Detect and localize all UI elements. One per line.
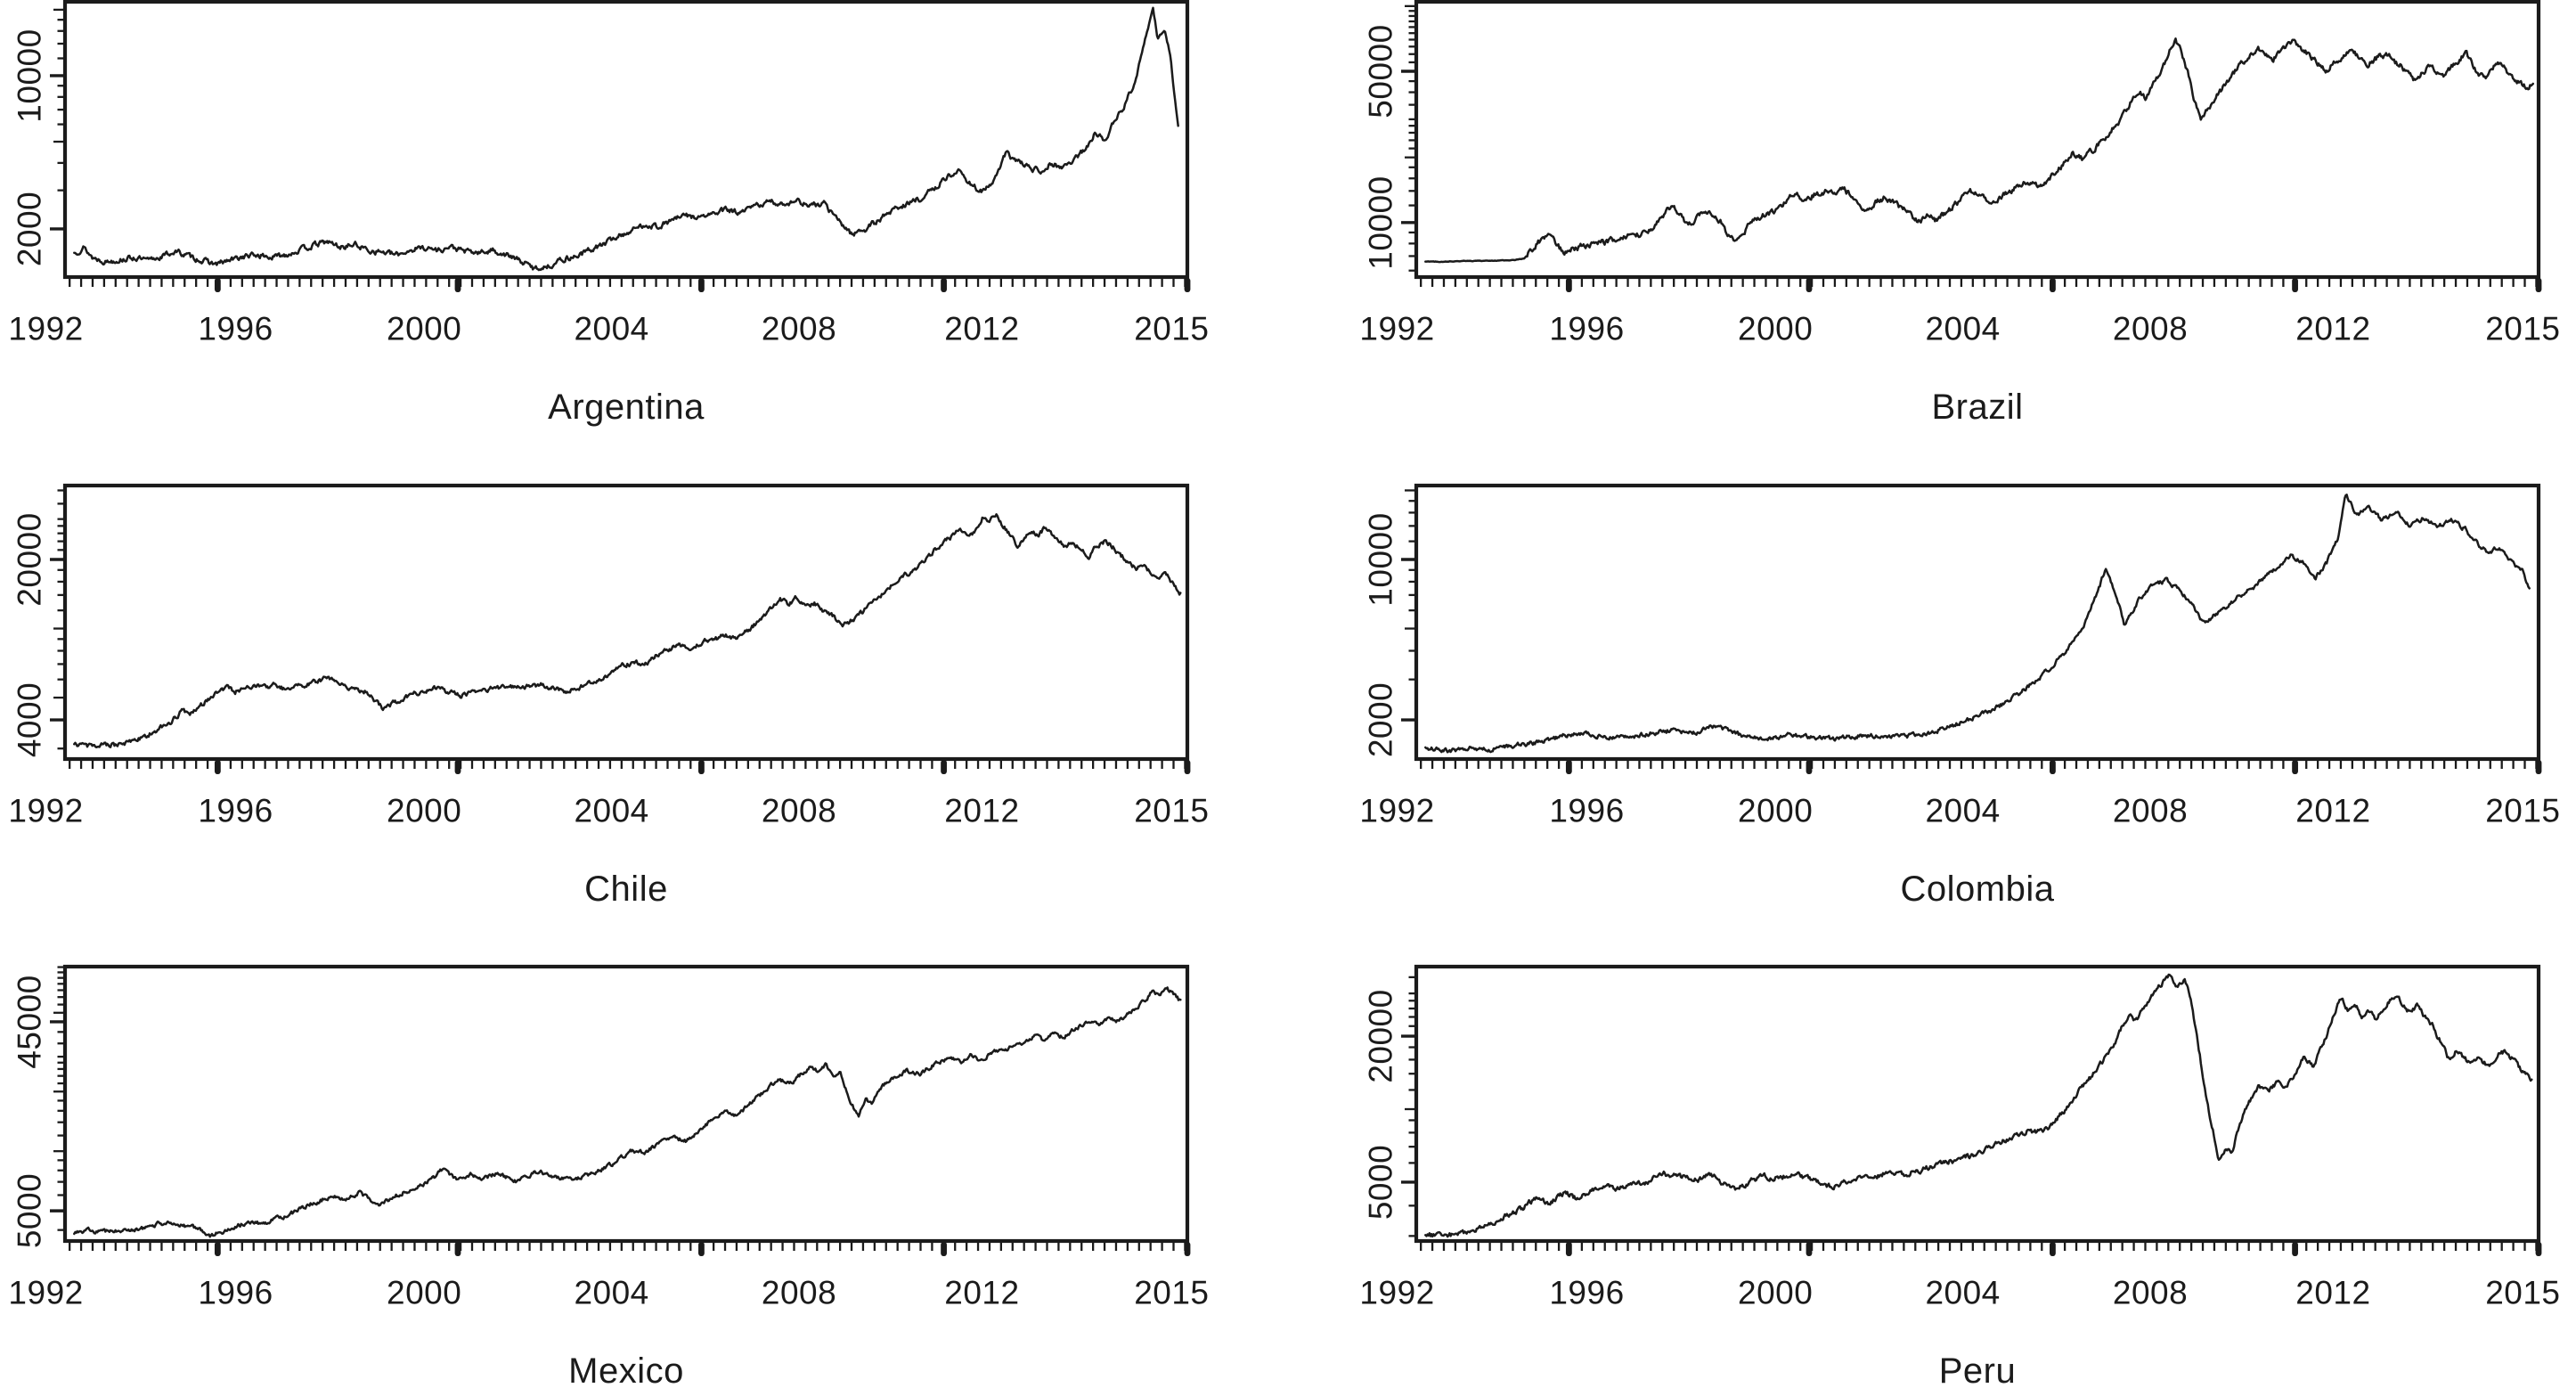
x-axis-tick-label: 2012 <box>2295 1274 2371 1311</box>
x-axis-tick-label: 1996 <box>1549 1274 1625 1311</box>
x-axis-tick-label: 2008 <box>761 792 837 829</box>
x-axis-tick-label: 1992 <box>8 1274 84 1311</box>
chart-title: Colombia <box>1900 870 2055 909</box>
x-axis-tick-label: 2015 <box>2485 792 2561 829</box>
x-axis-tick-label: 2000 <box>387 1274 462 1311</box>
x-axis-tick-label: 2015 <box>2485 1274 2561 1311</box>
x-axis-tick-label: 2008 <box>2112 792 2189 829</box>
chart-title: Brazil <box>1931 388 2024 427</box>
x-axis-tick-label: 2004 <box>1925 310 2001 347</box>
x-axis-tick-label: 2008 <box>2112 310 2189 347</box>
x-axis-tick-label: 2000 <box>387 792 462 829</box>
x-axis-tick-label: 2008 <box>761 310 837 347</box>
x-axis-tick-label: 1992 <box>1359 310 1435 347</box>
x-axis-tick-label: 1996 <box>198 310 273 347</box>
x-axis-tick-label: 1996 <box>1549 310 1625 347</box>
x-axis-tick-label: 1996 <box>198 792 273 829</box>
chart-title: Chile <box>584 870 668 909</box>
x-axis-tick-label: 2012 <box>2295 310 2371 347</box>
x-axis-tick-label: 2012 <box>944 1274 1020 1311</box>
chart-title: Mexico <box>568 1351 684 1388</box>
x-axis-tick-label: 2004 <box>574 792 649 829</box>
x-axis-tick-label: 2000 <box>387 310 462 347</box>
chart-title: Peru <box>1938 1351 2017 1388</box>
x-axis-tick-label: 2015 <box>1134 310 1210 347</box>
x-axis-tick-label: 2012 <box>2295 792 2371 829</box>
x-axis-tick-label: 2015 <box>1134 1274 1210 1311</box>
x-axis-tick-label: 2004 <box>1925 1274 2001 1311</box>
x-axis-tick-label: 2008 <box>761 1274 837 1311</box>
x-axis-tick-label: 2008 <box>2112 1274 2189 1311</box>
chart-title: Argentina <box>548 388 705 427</box>
x-axis-tick-label: 2015 <box>1134 792 1210 829</box>
x-axis-tick-label: 2015 <box>2485 310 2561 347</box>
x-axis-tick-label: 1992 <box>1359 792 1435 829</box>
x-axis-tick-label: 2004 <box>1925 792 2001 829</box>
x-axis-tick-label: 1996 <box>198 1274 273 1311</box>
x-axis-tick-label: 1996 <box>1549 792 1625 829</box>
x-axis-tick-label: 2012 <box>944 792 1020 829</box>
x-axis-tick-label: 1992 <box>8 310 84 347</box>
x-axis-tick-label: 2000 <box>1738 310 1814 347</box>
x-axis-tick-label: 2004 <box>574 310 649 347</box>
y-axis-tick-label-lower: 5000 <box>1362 1144 1399 1221</box>
x-axis-tick-label: 2004 <box>574 1274 649 1311</box>
x-axis-tick-label: 2000 <box>1738 792 1814 829</box>
y-axis-tick-label-upper: 20000 <box>1362 989 1399 1083</box>
x-axis-tick-label: 1992 <box>8 792 84 829</box>
x-axis-tick-label: 2000 <box>1738 1274 1814 1311</box>
x-axis-tick-label: 1992 <box>1359 1274 1435 1311</box>
x-axis-tick-label: 2012 <box>944 310 1020 347</box>
